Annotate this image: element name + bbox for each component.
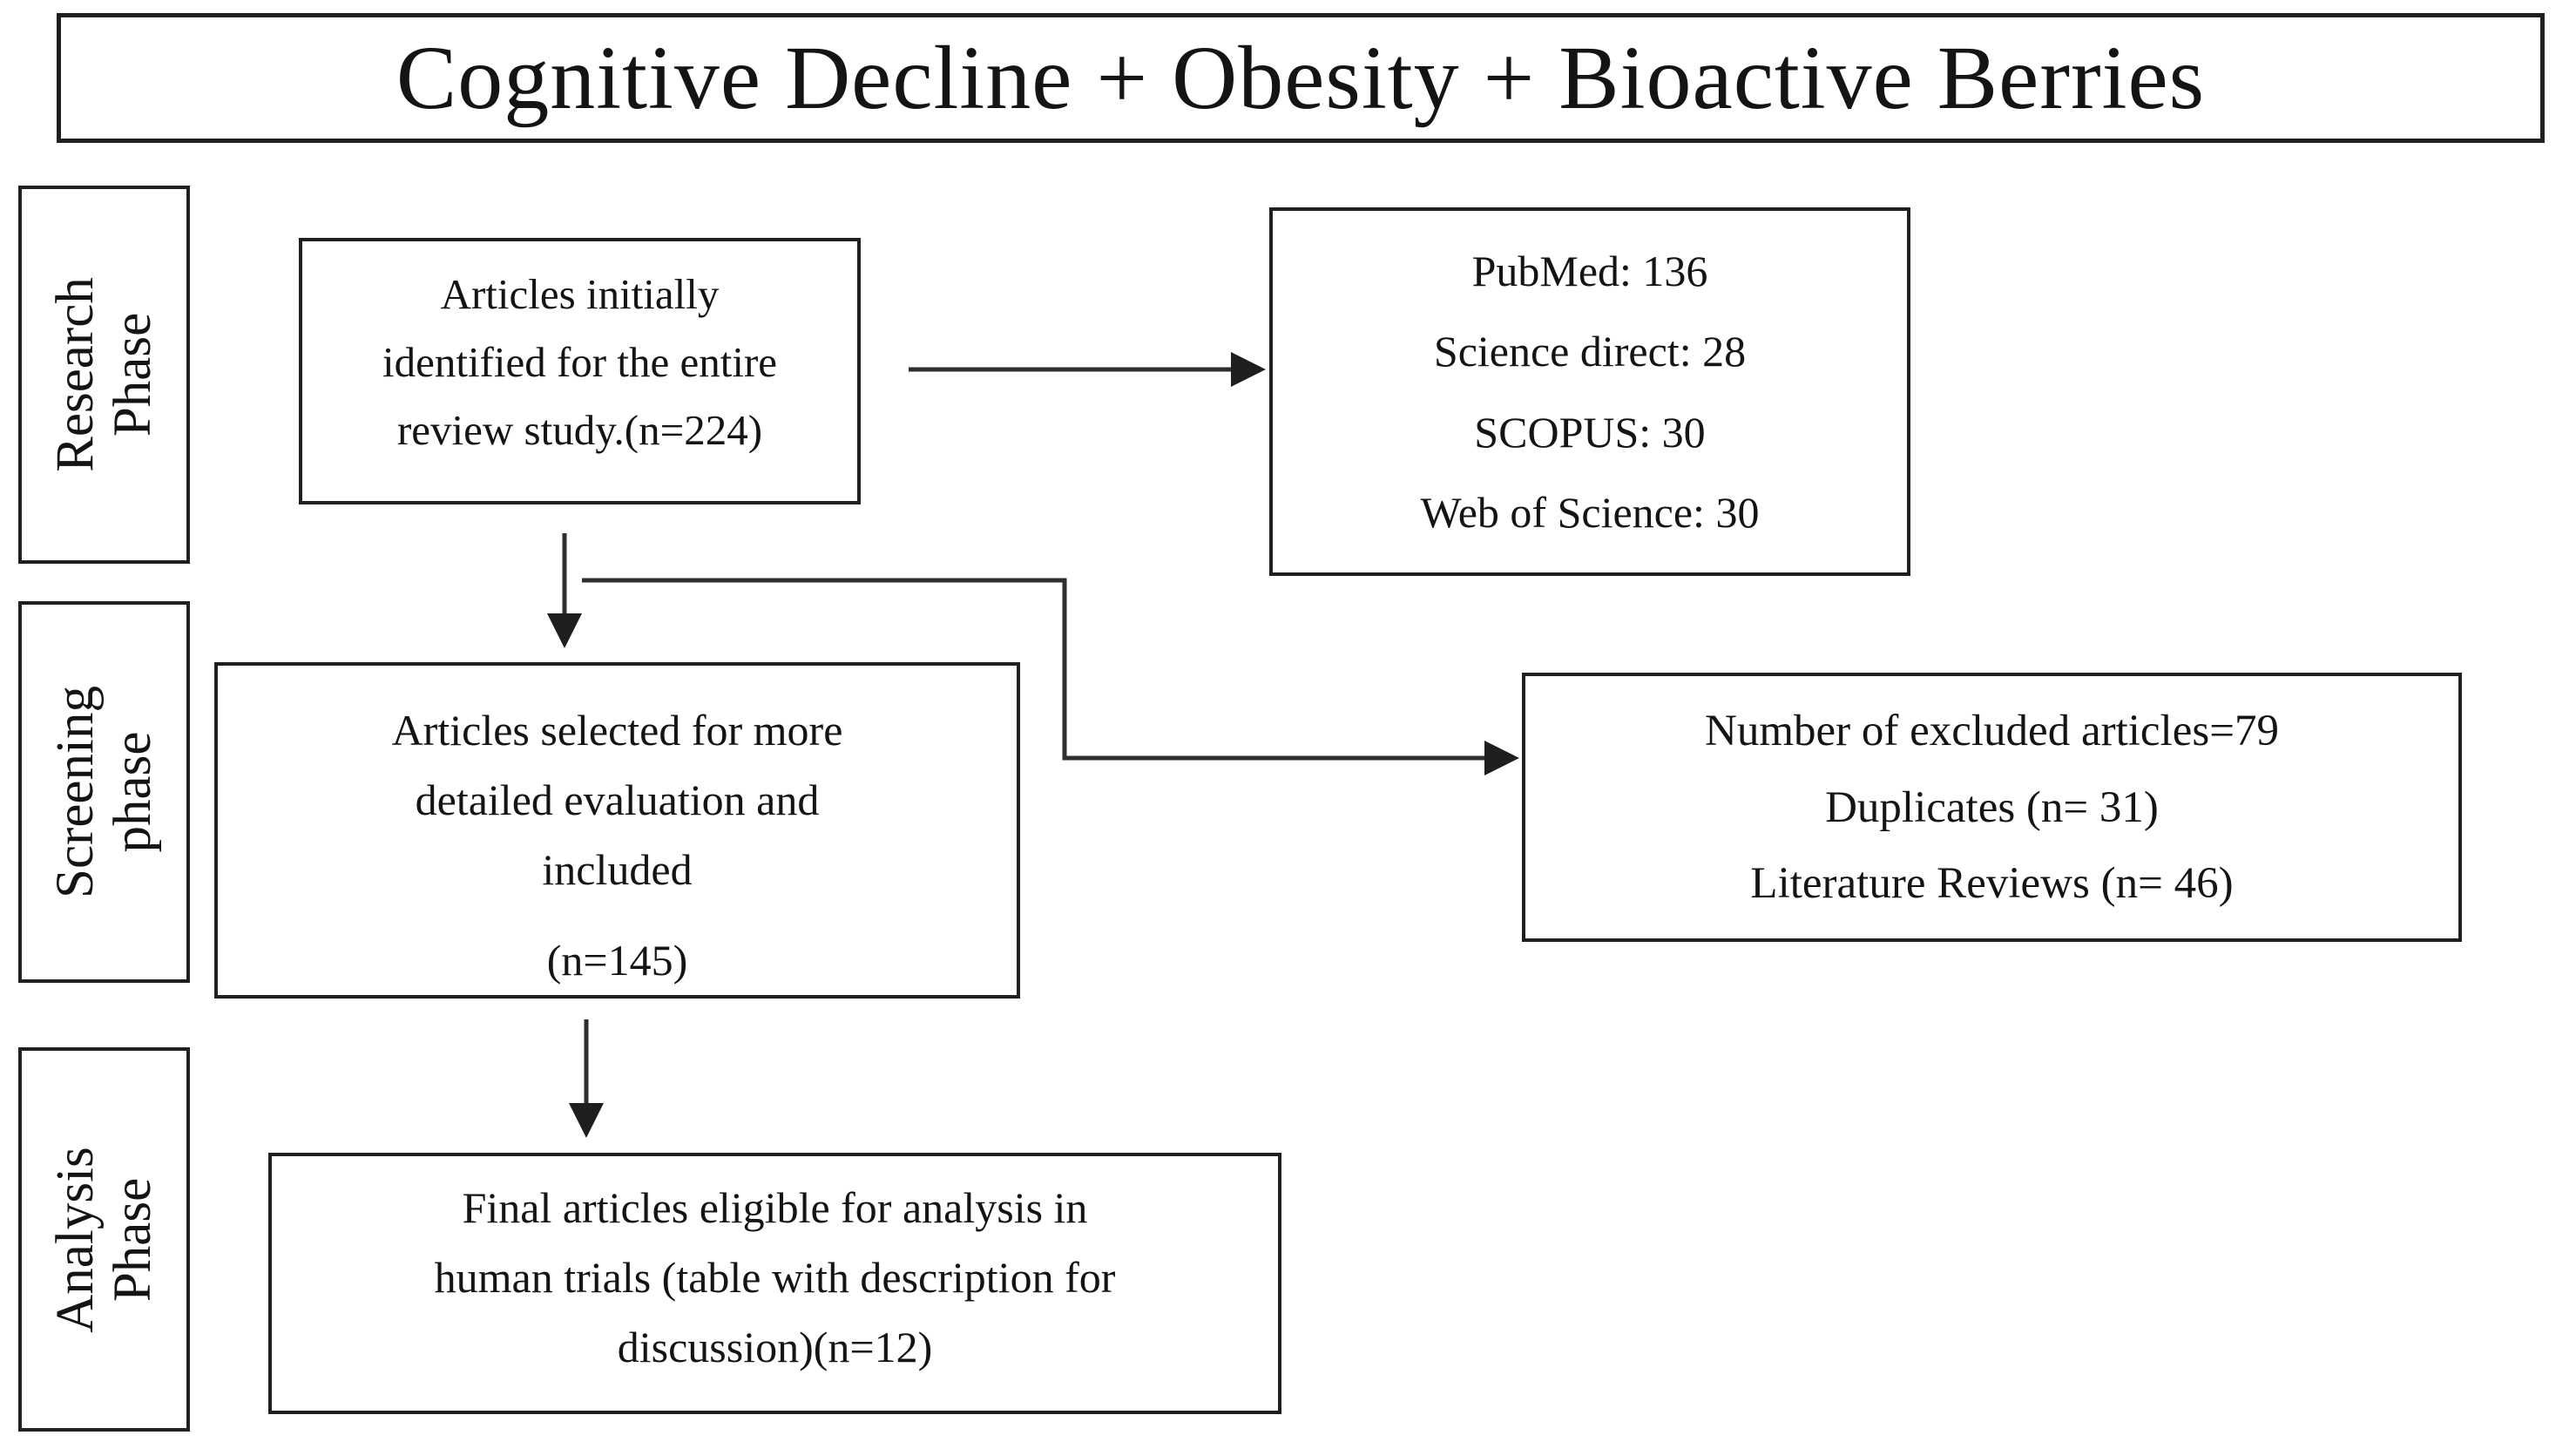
phase-label-line: Screening — [45, 686, 105, 898]
box-text-line: identified for the entire — [382, 338, 778, 386]
phase-label-line: Phase — [103, 1177, 162, 1302]
phase-label-line: Analysis — [45, 1146, 105, 1333]
box-text-line: detailed evaluation and — [415, 775, 820, 824]
database-count-scopus: SCOPUS: 30 — [1474, 407, 1706, 457]
box-final-articles: Final articles eligible for analysis in … — [268, 1153, 1281, 1414]
box-text-line: discussion)(n=12) — [617, 1323, 933, 1371]
title-box: Cognitive Decline + Obesity + Bioactive … — [57, 13, 2545, 143]
phase-label-screening: Screening phase — [45, 686, 162, 898]
box-text-line: Articles initially — [440, 270, 720, 318]
phase-box-research: Research Phase — [18, 186, 190, 564]
phase-label-line: phase — [103, 731, 162, 853]
database-count-pubmed: PubMed: 136 — [1471, 247, 1708, 296]
excluded-duplicates: Duplicates (n= 31) — [1825, 782, 2159, 832]
box-text-line: Articles selected for more — [391, 706, 843, 755]
phase-label-line: Research — [45, 277, 105, 472]
phase-label-analysis: Analysis Phase — [45, 1146, 162, 1333]
phase-box-screening: Screening phase — [18, 601, 190, 983]
phase-box-analysis: Analysis Phase — [18, 1047, 190, 1432]
excluded-literature-reviews: Literature Reviews (n= 46) — [1750, 859, 2234, 909]
box-text-line: included — [542, 845, 693, 894]
excluded-total: Number of excluded articles=79 — [1705, 706, 2279, 755]
box-excluded-articles: Number of excluded articles=79 Duplicate… — [1522, 673, 2462, 942]
phase-label-line: Phase — [103, 312, 162, 437]
box-database-counts: PubMed: 136 Science direct: 28 SCOPUS: 3… — [1269, 207, 1910, 576]
box-articles-selected: Articles selected for more detailed eval… — [214, 662, 1020, 999]
box-articles-identified: Articles initially identified for the en… — [299, 238, 861, 504]
phase-label-research: Research Phase — [45, 277, 162, 472]
database-count-webofscience: Web of Science: 30 — [1420, 487, 1760, 537]
box-text-line: review study.(n=224) — [396, 406, 763, 454]
diagram-title: Cognitive Decline + Obesity + Bioactive … — [396, 28, 2206, 128]
box-count-line: (n=145) — [546, 936, 688, 985]
box-text-line: Final articles eligible for analysis in — [462, 1183, 1088, 1232]
box-text-line: human trials (table with description for — [434, 1253, 1116, 1302]
database-count-sciencedirect: Science direct: 28 — [1433, 327, 1747, 376]
